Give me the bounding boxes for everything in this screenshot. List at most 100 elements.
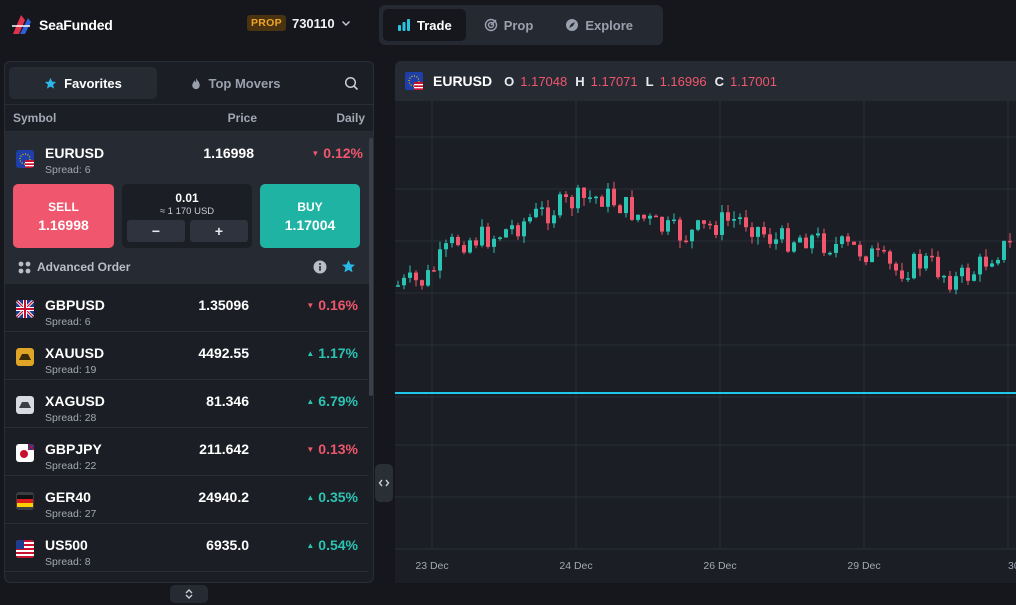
advanced-order-button[interactable]: Advanced Order [18,260,130,274]
list-item[interactable]: GBPJPY Spread: 22 211.642 ▼ 0.13% [5,428,368,476]
daily-change-value: 0.16% [318,297,358,313]
search-button[interactable] [333,67,369,99]
candle-body [828,252,832,255]
candle-body [624,197,628,214]
candle-body [714,225,718,235]
brand-logo[interactable]: SeaFunded [10,12,113,38]
candle-body [522,221,526,237]
triangle-up-icon: ▲ [306,492,315,502]
symbol-name: GBPJPY [45,441,102,457]
candle-body [894,263,898,271]
collapse-sidebar-button[interactable] [375,464,393,502]
account-selector[interactable]: PROP 730110 [247,15,351,31]
candle-body [888,251,892,264]
symbol-price: 24940.2 [198,489,249,505]
buy-button[interactable]: BUY 1.17004 [260,184,360,248]
candle-body [486,226,490,247]
list-item[interactable]: US500 Spread: 8 6935.0 ▲ 0.54% [5,524,368,572]
candle-body [648,215,652,219]
price-chart[interactable]: EURUSD O 1.17048 H 1.17071 L 1.16996 C 1… [395,61,1016,583]
watchlist-tabs: Favorites Top Movers [5,62,373,104]
candle-body [852,241,856,245]
list-item[interactable]: XAGUSD Spread: 28 81.346 ▲ 6.79% [5,380,368,428]
sell-button[interactable]: SELL 1.16998 [13,184,114,248]
symbol-name: US500 [45,537,88,553]
candle-body [762,226,766,235]
list-item[interactable]: GER40 Spread: 27 24940.2 ▲ 0.35% [5,476,368,524]
search-icon [344,76,358,90]
candle-body [780,228,784,240]
symbol-price: 6935.0 [206,537,249,553]
expand-panel-button[interactable] [170,585,208,603]
col-price[interactable]: Price [227,111,257,125]
ohlc-high-value: 1.17071 [590,73,638,89]
triangle-down-icon: ▼ [306,300,315,310]
candle-body [966,267,970,281]
watchlist-panel: Favorites Top Movers Symbol Price Daily … [4,61,374,583]
selected-symbol-row[interactable]: EURUSD Spread: 6 1.16998 ▼ 0.12% SELL 1.… [5,132,373,284]
chart-grid [395,101,1016,549]
tab-explore[interactable]: Explore [551,9,647,41]
symbol-spread: Spread: 27 [45,508,97,520]
chart-symbol[interactable]: EURUSD [433,73,493,89]
time-axis-label: 26 Dec [703,560,736,572]
ohlc-low-label: L [645,73,654,89]
flag-gb-us-icon [16,300,34,318]
candle-body [504,229,508,238]
info-icon[interactable] [313,260,327,274]
candle-body [414,272,418,281]
list-item[interactable]: GBPUSD Spread: 6 1.35096 ▼ 0.16% [5,284,368,332]
candle-body [984,256,988,267]
lot-size-value[interactable]: 0.01 [175,191,199,205]
col-daily[interactable]: Daily [336,111,365,125]
candle-body [432,270,436,272]
candle-body [804,237,808,249]
candle-body [582,187,586,198]
candle-body [558,194,562,216]
tab-favorites[interactable]: Favorites [9,67,157,99]
candle-body [882,249,886,252]
ohlc-open-label: O [504,73,515,89]
tab-trade[interactable]: Trade [383,9,466,41]
candle-body [420,280,424,286]
candle-body [1002,240,1006,260]
candle-body [726,212,730,221]
candle-body [516,225,520,237]
tab-prop[interactable]: Prop [470,9,548,41]
favorite-star-icon[interactable] [341,259,356,274]
candle-body [660,216,664,232]
candle-body [474,240,478,246]
symbol-daily-change: ▲ 6.79% [306,393,358,409]
tab-top-movers[interactable]: Top Movers [161,67,309,99]
list-item[interactable]: XAUUSD Spread: 19 4492.55 ▲ 1.17% [5,332,368,380]
candle-body [690,229,694,242]
ohlc-low-value: 1.16996 [659,73,707,89]
candle-body [570,196,574,209]
lot-increase-button[interactable]: + [190,220,248,242]
candle-body [936,256,940,278]
candle-body [858,244,862,257]
daily-change-value: 0.12% [323,145,363,161]
candle-body [480,226,484,246]
candle-body [912,253,916,279]
candle-body [666,220,670,232]
tab-explore-label: Explore [585,17,633,33]
candlestick-plot[interactable]: 23 Dec 24 Dec 26 Dec 29 Dec 30 Dec [395,101,1016,583]
lot-decrease-button[interactable]: − [127,220,185,242]
candle-body [840,236,844,245]
candle-body [738,217,742,220]
silver-bar-icon [16,396,34,414]
daily-change-value: 6.79% [318,393,358,409]
candle-body [924,255,928,269]
sell-price: 1.16998 [38,216,89,233]
col-symbol[interactable]: Symbol [13,111,57,125]
candle-body [534,208,538,218]
candle-body [948,275,952,290]
time-axis: 23 Dec 24 Dec 26 Dec 29 Dec 30 Dec [415,560,1016,572]
candle-body [606,188,610,207]
watchlist-scrollbar[interactable] [369,138,373,396]
main-nav-tabs: Trade Prop Explore [379,5,663,45]
trade-panel: SELL 1.16998 0.01 ≈ 1 170 USD − + BUY 1.… [13,184,360,248]
candle-body [774,239,778,244]
advanced-order-label: Advanced Order [37,260,131,274]
